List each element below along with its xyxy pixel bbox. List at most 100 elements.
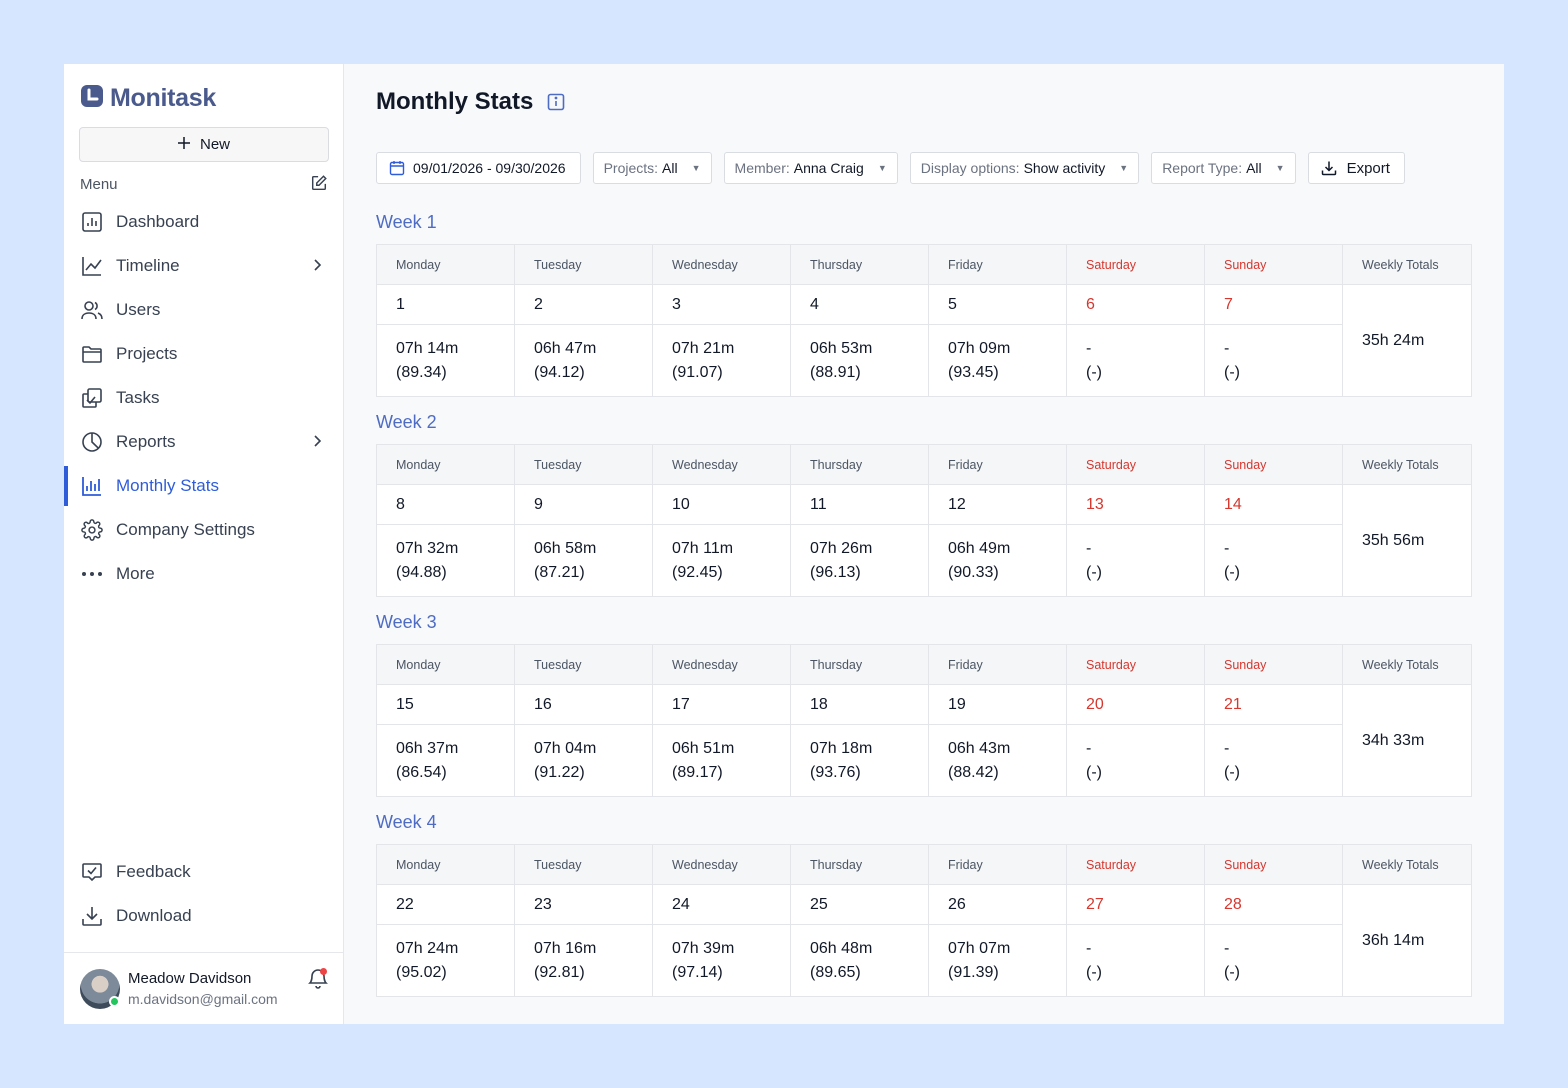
new-button[interactable]: New [79,127,329,162]
column-header: Tuesday [514,444,653,485]
display-options-filter[interactable]: Display options: Show activity ▼ [909,152,1140,184]
feedback-icon [80,860,104,884]
header-row: Monday Tuesday Wednesday Thursday Friday Satu… [376,444,1472,485]
day-number-cell: 17 [652,684,791,725]
sidebar-item-feedback[interactable]: Feedback [64,850,344,894]
chevron-right-icon[interactable] [312,433,322,453]
export-button[interactable]: Export [1307,152,1405,184]
time-cell: 07h 39m (97.14) [652,924,791,997]
download-icon [1321,161,1336,176]
date-range-value: 09/01/2026 - 09/30/2026 [413,160,566,176]
day-number-cell: 1 [376,284,515,325]
column-header: Tuesday [514,644,653,685]
worked-time: 07h 39m [672,939,735,957]
column-header: Saturday [1066,644,1205,685]
weekly-total-cell: 34h 33m [1342,684,1472,797]
time-cell: 06h 48m (89.65) [790,924,929,997]
activity-score: (93.45) [948,363,999,381]
sidebar-item-label: More [116,564,155,583]
edit-menu-icon[interactable] [310,174,328,197]
header-row: Monday Tuesday Wednesday Thursday Friday Satu… [376,244,1472,285]
user-profile[interactable]: Meadow Davidson m.davidson@gmail.com [64,952,344,1024]
gear-icon [80,518,104,542]
user-email: m.davidson@gmail.com [128,991,278,1007]
column-header: Sunday [1204,244,1343,285]
date-range-picker[interactable]: 09/01/2026 - 09/30/2026 [376,152,581,184]
activity-score: (-) [1224,363,1240,381]
time-cell: 07h 07m (91.39) [928,924,1067,997]
chevron-right-icon[interactable] [312,257,322,277]
report-type-value: All [1246,160,1262,176]
activity-score: (-) [1086,763,1102,781]
page-title: Monthly Stats [376,88,534,115]
time-cell: 06h 51m (89.17) [652,724,791,797]
worked-time: 07h 09m [948,339,1011,357]
new-button-label: New [199,136,230,153]
sidebar-item-projects[interactable]: Projects [64,332,344,376]
time-cell: - (-) [1204,724,1343,797]
sidebar: Monitask New Menu Dashboard Timeline [64,64,344,1024]
download-icon [80,904,104,928]
worked-time: 07h 04m [534,739,597,757]
day-number-cell: 3 [652,284,791,325]
day-number-cell: 6 [1066,284,1205,325]
week-table: Monday Tuesday Wednesday Thursday Friday Satu… [376,244,1472,397]
worked-time: 07h 21m [672,339,735,357]
sidebar-item-label: Tasks [116,388,160,407]
sidebar-item-label: Download [116,906,192,925]
time-cell: 06h 37m (86.54) [376,724,515,797]
week-title: Week 4 [376,812,437,832]
time-row: 07h 24m (95.02) 07h 16m (92.81) 07h 39m (97.1… [376,924,1472,997]
projects-filter-value: All [662,160,678,176]
column-header: Wednesday [652,844,791,885]
projects-filter[interactable]: Projects: All ▼ [592,152,712,184]
report-type-label: Report Type: [1162,160,1243,176]
time-cell: 07h 04m (91.22) [514,724,653,797]
column-header: Monday [376,244,515,285]
worked-time: 07h 18m [810,739,873,757]
worked-time: - [1086,539,1092,557]
activity-score: (89.65) [810,963,861,981]
logo-text: Monitask [110,84,216,112]
folder-icon [80,342,104,366]
caret-down-icon: ▼ [1275,163,1285,173]
column-header: Thursday [790,844,929,885]
week-title: Week 3 [376,612,437,632]
worked-time: 06h 48m [810,939,873,957]
sidebar-item-timeline[interactable]: Timeline [64,244,344,288]
sidebar-item-dashboard[interactable]: Dashboard [64,200,344,244]
day-number-cell: 16 [514,684,653,725]
worked-time: 07h 24m [396,939,459,957]
sidebar-item-more[interactable]: More [64,552,344,596]
report-type-filter[interactable]: Report Type: All ▼ [1151,152,1296,184]
sidebar-item-tasks[interactable]: Tasks [64,376,344,420]
caret-down-icon: ▼ [691,163,701,173]
time-row: 06h 37m (86.54) 07h 04m (91.22) 06h 51m (89.1… [376,724,1472,797]
sidebar-item-users[interactable]: Users [64,288,344,332]
day-number-cell: 25 [790,884,929,925]
sidebar-item-monthly-stats[interactable]: Monthly Stats [64,464,344,508]
time-cell: - (-) [1066,524,1205,597]
member-filter-label: Member: [734,160,790,176]
info-icon[interactable] [547,93,565,116]
time-cell: 06h 43m (88.42) [928,724,1067,797]
activity-score: (87.21) [534,563,585,581]
weekly-total-cell: 35h 24m [1342,284,1472,397]
time-cell: 06h 58m (87.21) [514,524,653,597]
sidebar-item-company-settings[interactable]: Company Settings [64,508,344,552]
activity-score: (95.02) [396,963,447,981]
bell-icon[interactable] [308,967,328,994]
activity-score: (89.17) [672,763,723,781]
sidebar-item-label: Users [116,300,161,319]
worked-time: - [1224,739,1230,757]
member-filter[interactable]: Member: Anna Craig ▼ [723,152,898,184]
activity-score: (89.34) [396,363,447,381]
time-cell: 07h 24m (95.02) [376,924,515,997]
sidebar-item-download[interactable]: Download [64,894,344,938]
column-header: Wednesday [652,644,791,685]
worked-time: - [1086,339,1092,357]
sidebar-item-reports[interactable]: Reports [64,420,344,464]
logo[interactable]: Monitask [80,84,216,113]
tasks-icon [80,386,104,410]
column-header: Saturday [1066,444,1205,485]
